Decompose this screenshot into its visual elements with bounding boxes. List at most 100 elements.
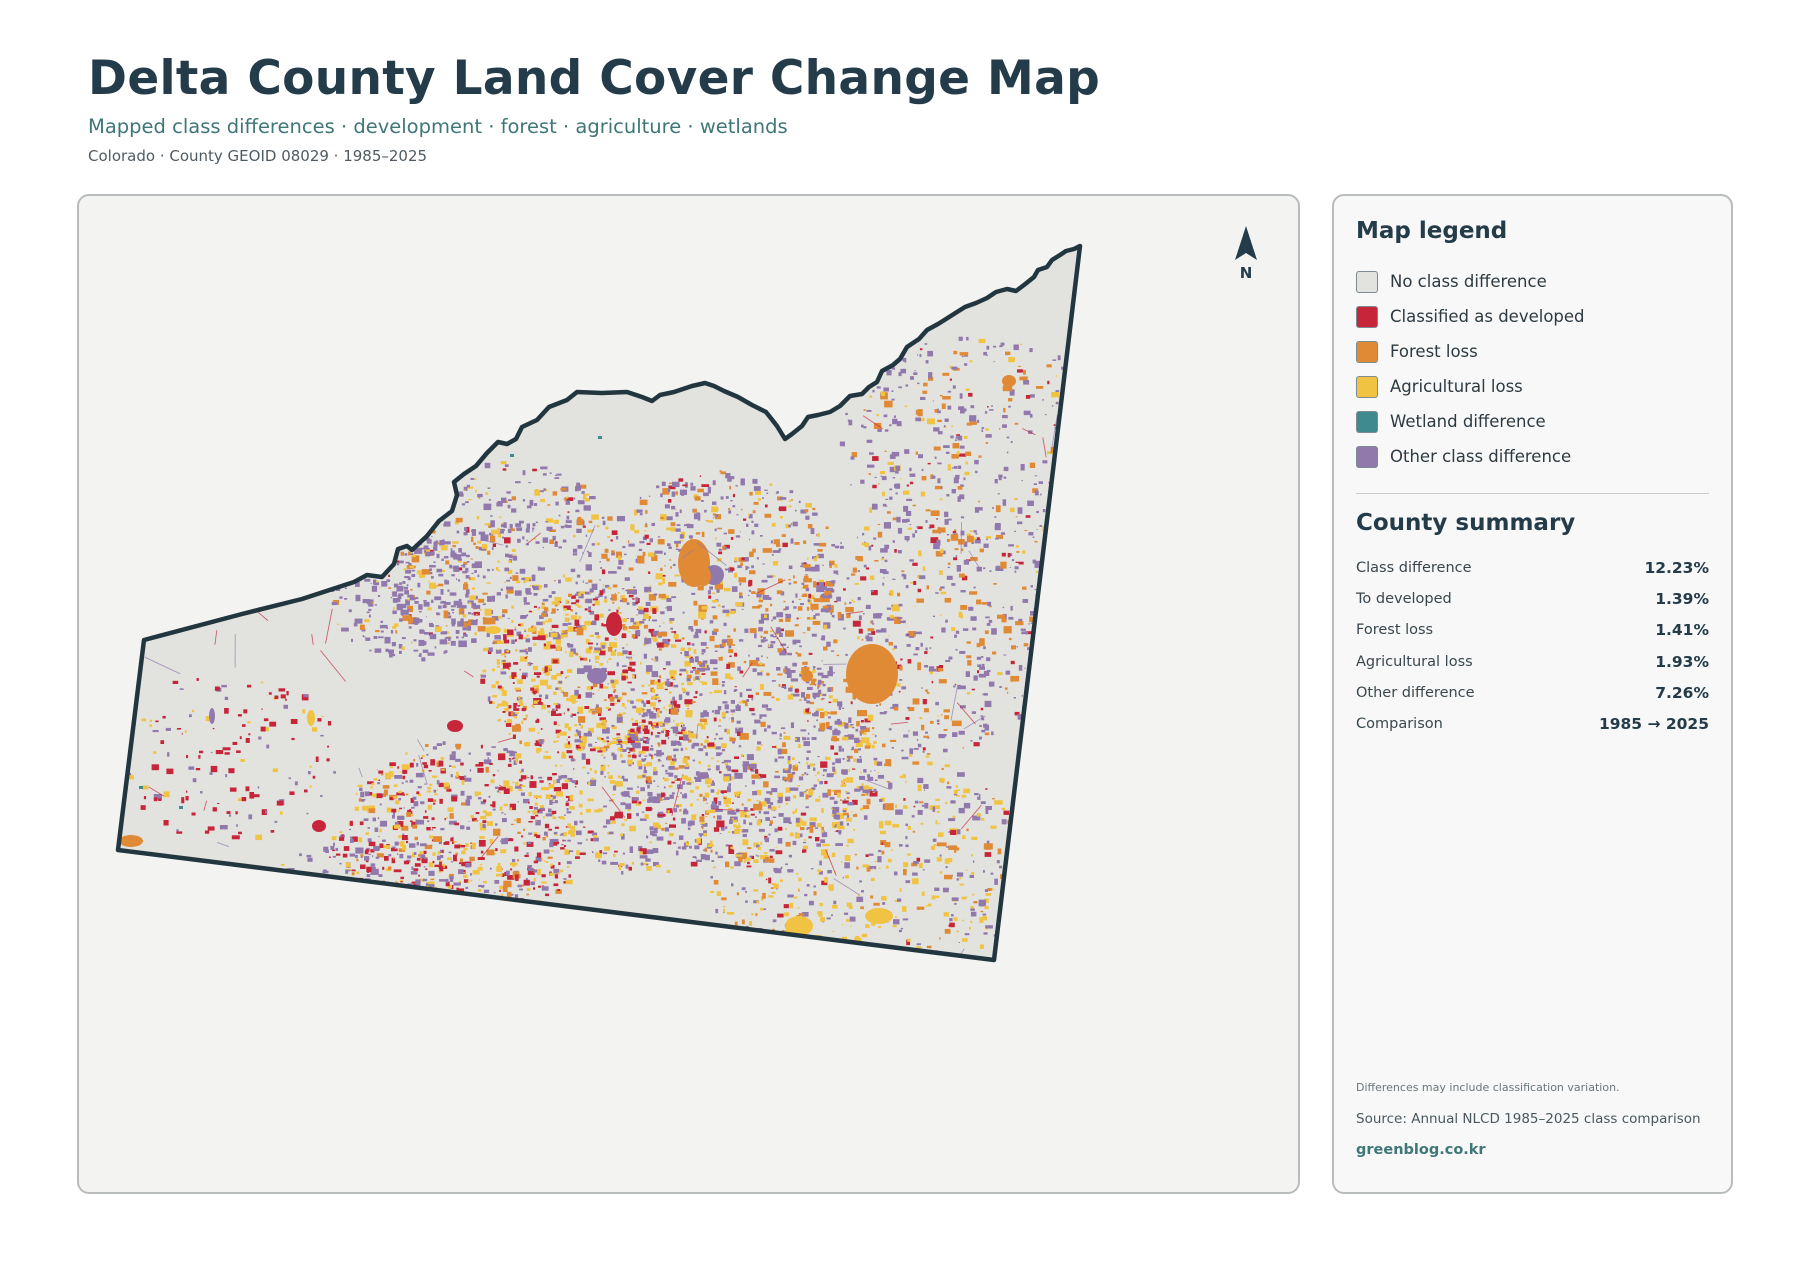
change-patch-other (821, 660, 823, 662)
change-patch-other (376, 967, 379, 970)
change-patch-agri (857, 971, 859, 974)
change-patch-forest (901, 570, 905, 573)
change-patch-other (837, 701, 843, 707)
change-patch-developed (843, 588, 846, 591)
change-patch-agri (994, 800, 1003, 805)
change-patch-forest (543, 671, 546, 674)
change-patch-other (748, 513, 753, 519)
change-patch-developed (650, 731, 653, 736)
change-patch-other (667, 736, 670, 740)
change-patch-forest (1112, 475, 1116, 478)
change-patch-forest (641, 692, 648, 695)
change-patch-other (543, 488, 547, 491)
change-patch-other (820, 608, 830, 613)
change-patch-other (924, 343, 928, 345)
change-patch-forest (455, 852, 458, 856)
change-patch-other (578, 723, 581, 726)
change-patch-other (810, 868, 814, 870)
change-patch-developed (556, 841, 560, 844)
change-patch-other (1009, 389, 1015, 396)
change-patch-other (497, 501, 502, 504)
change-patch-other (802, 912, 809, 917)
change-patch-developed (574, 619, 580, 626)
change-patch-other (537, 566, 541, 568)
change-patch-developed (439, 865, 444, 872)
change-patch-other (366, 958, 370, 960)
change-patch-agri (611, 684, 616, 689)
change-patch-other (657, 635, 662, 638)
change-patch-agri (627, 730, 635, 735)
change-patch-other (905, 384, 909, 387)
change-patch-developed (665, 730, 670, 736)
change-patch-developed (453, 859, 458, 862)
change-patch-agri (846, 902, 852, 907)
change-patch-other (1054, 495, 1059, 499)
change-patch-other (1042, 509, 1046, 513)
change-patch-agri (821, 830, 824, 833)
change-patch-developed (475, 764, 481, 767)
change-patch-developed (460, 906, 467, 910)
change-patch-other (664, 797, 670, 800)
change-patch-agri (662, 578, 665, 584)
change-patch-forest (926, 585, 929, 590)
change-patch-forest (712, 678, 719, 685)
map-panel[interactable]: N (77, 194, 1300, 1194)
change-patch-other (735, 705, 741, 711)
change-patch-other (1052, 359, 1057, 361)
change-patch-other (610, 679, 615, 684)
county-map[interactable]: N (79, 196, 1300, 1194)
change-patch-other (945, 866, 948, 869)
change-patch-agri (484, 917, 487, 920)
change-patch-developed (869, 790, 878, 797)
change-patch-other (664, 504, 670, 509)
change-patch-forest (760, 635, 763, 639)
change-patch-other (507, 504, 511, 509)
change-patch-other (910, 376, 914, 380)
change-patch-developed (492, 774, 496, 777)
change-patch-developed (800, 812, 807, 816)
change-patch-other (1104, 410, 1108, 413)
change-patch-forest (705, 520, 708, 522)
change-patch-forest (463, 583, 469, 590)
change-patch-agri (499, 516, 502, 519)
change-patch-other (645, 740, 650, 744)
change-patch-other (767, 804, 772, 809)
change-patch-other (777, 838, 783, 844)
change-patch-developed (472, 934, 476, 939)
change-patch-other (703, 492, 709, 497)
change-patch-other (308, 912, 311, 915)
change-patch-other (533, 593, 538, 596)
change-patch-other (1003, 654, 1007, 656)
change-patch-developed (592, 693, 595, 695)
change-patch-forest (999, 427, 1001, 430)
change-patch-forest (942, 396, 951, 400)
change-patch-forest (611, 594, 617, 601)
change-patch-forest (908, 631, 916, 637)
change-patch-other (822, 683, 826, 687)
change-patch-other (845, 998, 850, 1000)
change-patch-agri (510, 807, 513, 811)
change-patch-other (981, 427, 985, 429)
change-patch-other (686, 677, 691, 682)
change-patch-agri (650, 702, 656, 707)
change-patch-other (788, 582, 792, 585)
change-patch-forest (704, 847, 708, 852)
change-patch-agri (491, 668, 495, 672)
change-patch-agri (653, 659, 657, 661)
change-patch-developed (592, 603, 595, 606)
change-patch-forest (777, 648, 782, 653)
change-patch-agri (447, 857, 452, 861)
change-patch-other (378, 916, 381, 918)
change-patch-agri (729, 736, 733, 739)
change-patch-other (555, 474, 557, 476)
change-patch-agri (942, 963, 946, 966)
change-patch-developed (601, 623, 604, 627)
change-patch-developed (266, 947, 273, 950)
change-patch-forest (1096, 403, 1101, 406)
change-patch-other (915, 417, 921, 422)
change-patch-other (587, 731, 591, 734)
change-patch-other (914, 530, 918, 533)
change-patch-forest (919, 801, 924, 804)
change-patch-other (507, 528, 512, 534)
change-patch-agri (725, 613, 730, 617)
